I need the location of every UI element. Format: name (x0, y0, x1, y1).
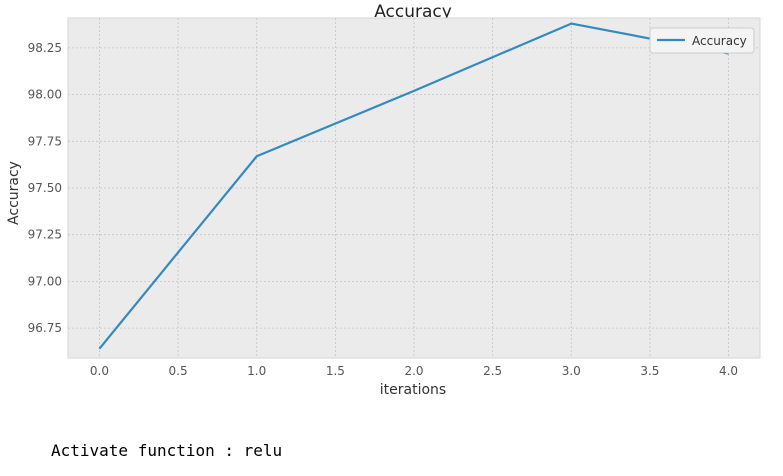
y-tick-label: 97.50 (28, 181, 62, 195)
x-tick-label: 3.0 (562, 364, 581, 378)
x-tick-label: 3.5 (640, 364, 659, 378)
activation-caption: Activate function : relu (51, 441, 283, 460)
y-tick-label: 98.25 (28, 41, 62, 55)
x-tick-label: 2.5 (483, 364, 502, 378)
x-tick-label: 2.0 (404, 364, 423, 378)
line-chart: Accuracy 0.0 0.5 1.0 1.5 2.0 2.5 3.0 3.5 4.0 96.7… (6, 2, 761, 398)
series-lines (98, 22, 729, 350)
tick-labels: 0.0 0.5 1.0 1.5 2.0 2.5 3.0 3.5 4.0 96.75 97.00 97.… (28, 41, 738, 378)
legend-label: Accuracy (692, 34, 747, 48)
chart-title: Accuracy (374, 2, 452, 22)
x-axis-label: iterations (380, 382, 446, 398)
y-tick-label: 97.25 (28, 228, 62, 242)
legend: Accuracy (649, 27, 755, 54)
legend-box (649, 27, 755, 54)
x-tick-label: 0.0 (90, 364, 109, 378)
y-axis-label: Accuracy (6, 161, 22, 225)
x-tick-label: 1.0 (247, 364, 266, 378)
y-tick-label: 96.75 (28, 321, 62, 335)
y-tick-label: 97.00 (28, 274, 62, 288)
x-tick-label: 1.5 (326, 364, 345, 378)
x-tick-label: 0.5 (169, 364, 188, 378)
y-tick-label: 97.75 (28, 134, 62, 148)
series-line-accuracy (98, 22, 729, 350)
x-tick-label: 4.0 (719, 364, 738, 378)
y-tick-label: 98.00 (28, 88, 62, 102)
grid-lines (68, 18, 760, 358)
